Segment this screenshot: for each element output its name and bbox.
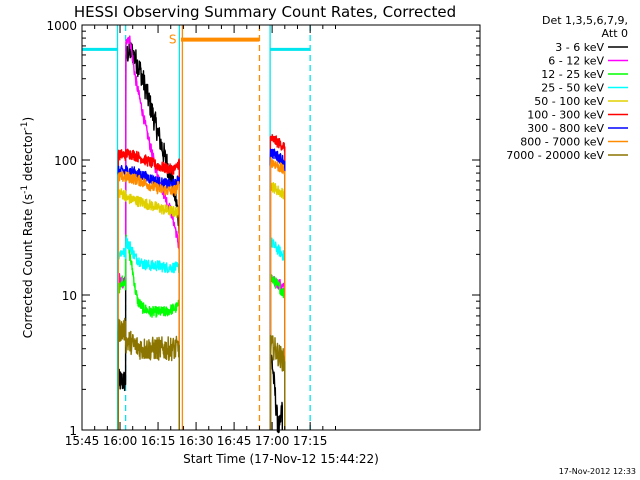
legend-entry-label: 50 - 100 keV	[534, 95, 604, 108]
x-axis-label: Start Time (17-Nov-12 15:44:22)	[183, 452, 379, 466]
series-line	[117, 39, 180, 430]
series-line	[117, 236, 180, 430]
series-line	[269, 354, 283, 434]
chart-title: HESSI Observing Summary Count Rates, Cor…	[74, 3, 456, 21]
legend-entry-label: 3 - 6 keV	[555, 41, 604, 54]
x-tick-label: 16:45	[217, 434, 252, 448]
x-tick-label: 16:30	[179, 434, 214, 448]
series-line	[269, 274, 286, 430]
timestamp: 17-Nov-2012 12:33	[559, 467, 636, 476]
y-axis-label-part: )	[21, 117, 35, 122]
legend-entry-label: 300 - 800 keV	[527, 122, 604, 135]
plot-frame	[81, 24, 481, 431]
y-tick-label: 1000	[46, 19, 77, 33]
y-tick-label: 10	[62, 289, 77, 303]
series-line	[117, 148, 180, 430]
legend-header: Det 1,3,5,6,7,9,	[542, 14, 628, 27]
y-axis-label-part: Corrected Count Rate (s	[21, 194, 35, 338]
legend-entry-label: 12 - 25 keV	[541, 68, 604, 81]
series-line	[117, 171, 180, 430]
series-line	[269, 148, 286, 430]
series-line	[117, 317, 180, 430]
legend-entry-label: 100 - 300 keV	[527, 109, 604, 122]
legend-entry-label: 6 - 12 keV	[548, 55, 604, 68]
x-tick-label: 17:00	[255, 434, 290, 448]
y-tick-label: 1	[69, 424, 77, 438]
series-line	[117, 165, 180, 430]
legend-header: Att 0	[602, 27, 628, 40]
series-line	[117, 188, 180, 430]
series-line	[269, 134, 286, 430]
legend-entry-label: 25 - 50 keV	[541, 82, 604, 95]
series-line	[269, 237, 286, 430]
series-line	[269, 334, 286, 430]
saa-marker-label: S	[169, 33, 177, 47]
x-tick-label: 16:00	[103, 434, 138, 448]
y-axis-label-part: detector	[21, 130, 35, 185]
series-line	[269, 156, 286, 430]
x-tick-label: 16:15	[141, 434, 176, 448]
legend-entry-label: 800 - 7000 keV	[520, 136, 604, 149]
y-axis-label-superscript: -1	[20, 185, 30, 194]
series-line	[269, 182, 286, 430]
x-tick-label: 15:45	[65, 434, 100, 448]
legend-entry-label: 7000 - 20000 keV	[506, 149, 604, 162]
y-axis-label-superscript: -1	[20, 121, 30, 130]
y-axis-label: Corrected Count Rate (s-1 detector-1)	[20, 117, 35, 338]
y-tick-label: 100	[54, 154, 77, 168]
x-tick-label: 17:15	[293, 434, 328, 448]
